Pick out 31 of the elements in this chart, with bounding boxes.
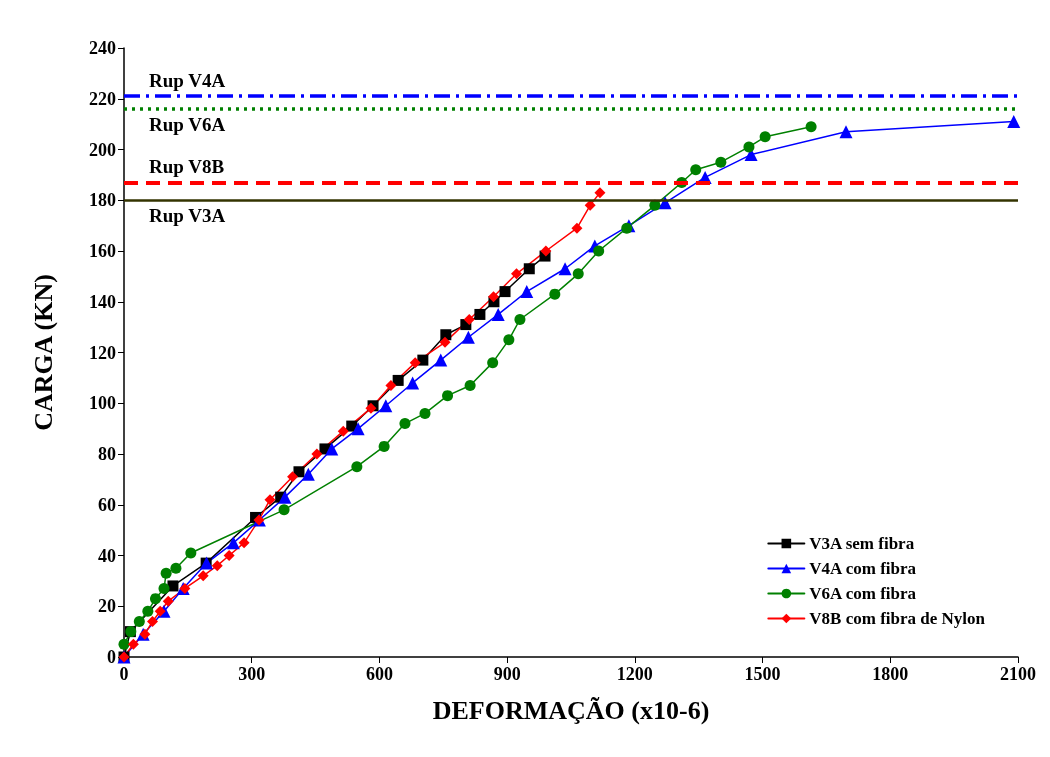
ref-line-label: Rup V4A [149,70,226,92]
y-tick-label: 20 [98,596,116,617]
legend-label: V4A com fibra [809,559,917,578]
y-tick-label: 40 [98,545,116,566]
x-tick-label: 1800 [872,664,909,684]
x-tick-label: 300 [238,664,266,684]
x-axis-title: DEFORMAÇÃO (x10-6) [432,695,710,725]
x-tick-label: 0 [119,664,129,684]
x-tick-label: 600 [365,664,393,684]
x-tick-label: 1500 [744,664,781,684]
x-tick-label: 1200 [616,664,653,684]
y-tick-label: 220 [89,88,116,109]
ref-line-label: Rup V3A [149,205,226,227]
ref-line-label: Rup V8B [149,156,225,178]
y-tick-label: 80 [98,444,116,464]
legend-label: V6A com fibra [809,584,917,603]
legend-label: V8B com fibra de Nylon [809,609,986,628]
y-tick-label: 140 [89,291,116,312]
y-tick-label: 60 [98,494,116,515]
y-tick-label: 160 [89,241,116,261]
x-tick-label: 900 [493,664,521,684]
y-tick-label: 200 [89,139,116,160]
y-tick-label: 120 [89,342,116,363]
y-tick-label: 240 [89,38,116,58]
legend-label: V3A sem fibra [809,534,915,553]
y-tick-label: 180 [89,190,116,211]
x-tick-label: 2100 [1000,664,1036,684]
y-tick-label: 0 [107,647,116,667]
y-axis-title: CARGA (KN) [28,274,58,431]
ref-line-label: Rup V6A [149,113,226,135]
y-tick-label: 100 [89,393,116,414]
